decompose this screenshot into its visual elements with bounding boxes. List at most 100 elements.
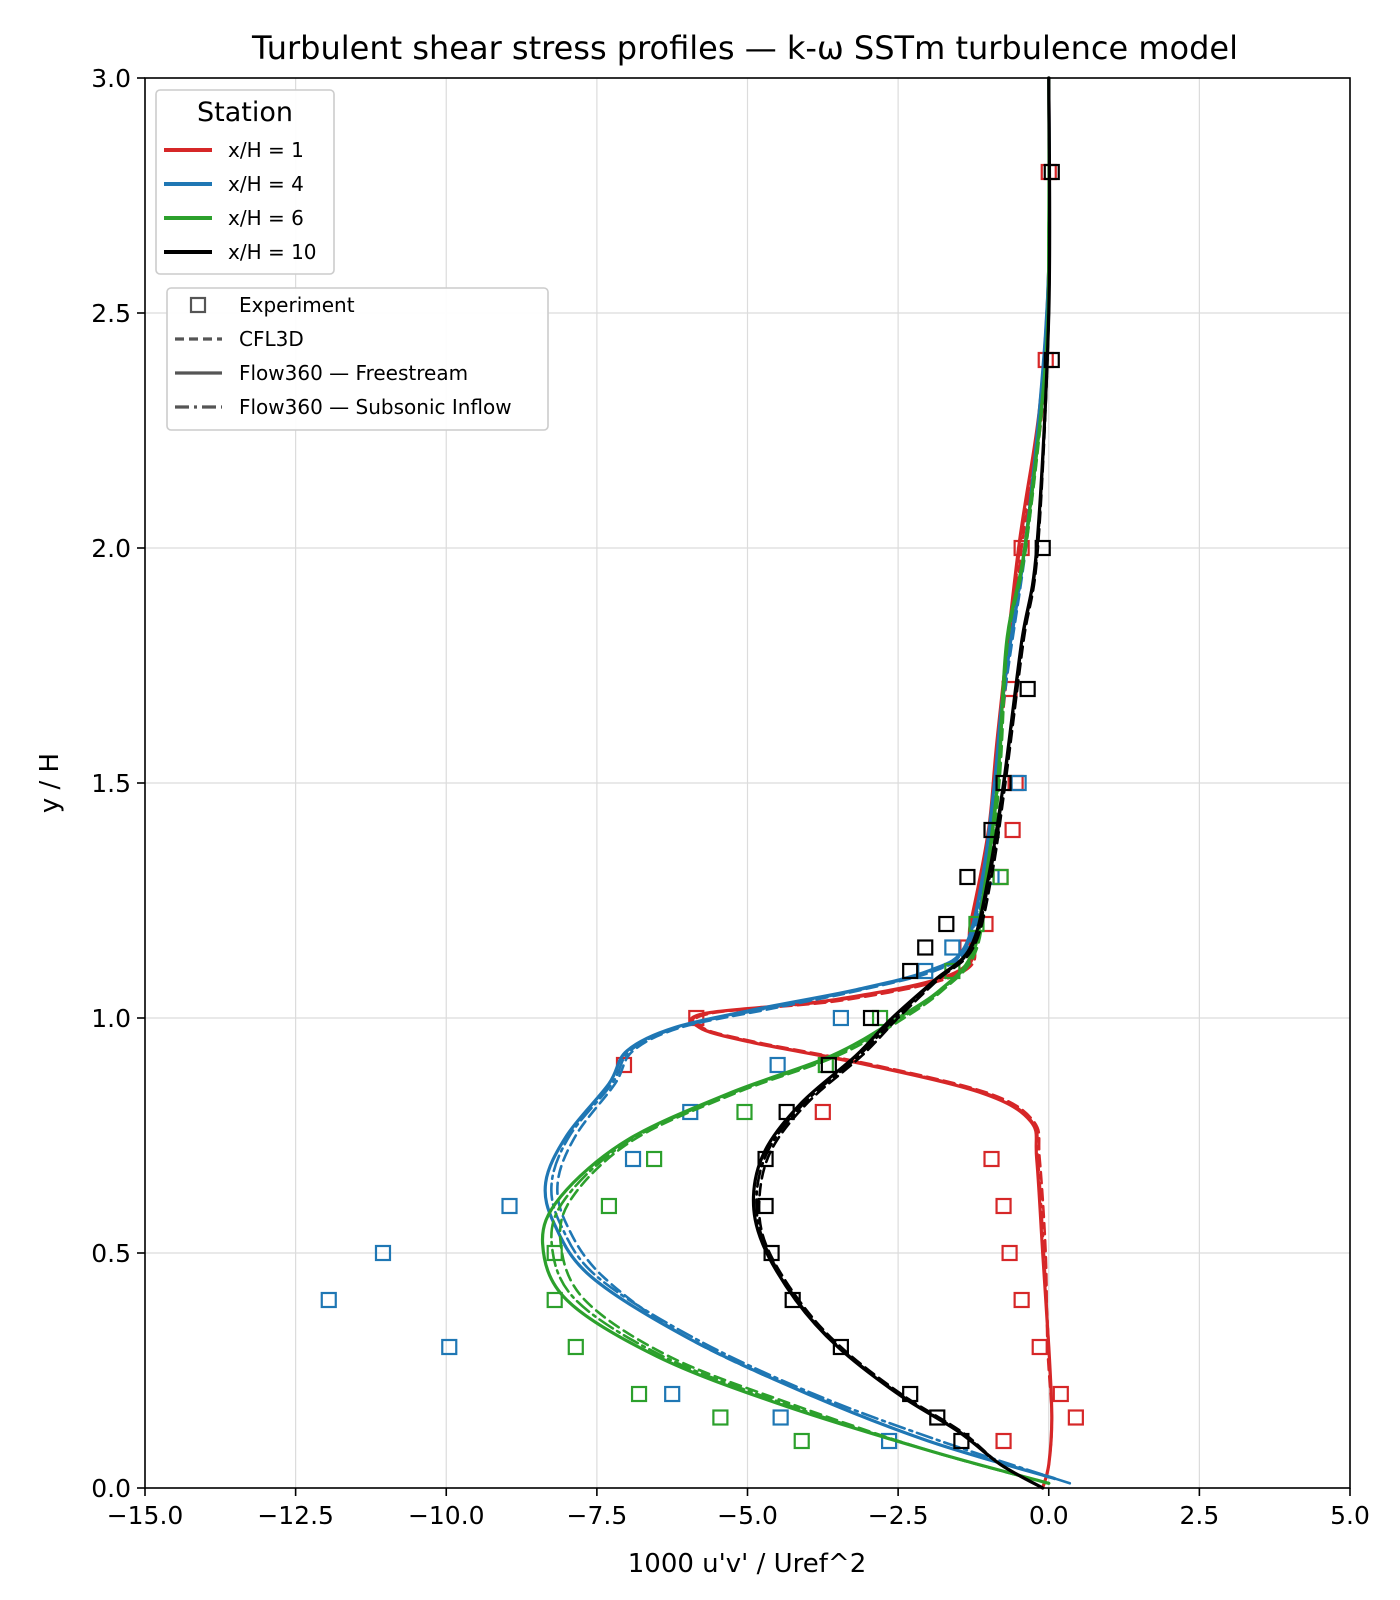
experiment-marker [944,939,961,956]
experiment-marker [992,868,1009,886]
station-legend-label: x/H = 6 [228,206,304,230]
source-legend-label: Flow360 — Freestream [239,361,468,385]
x-tick-label: −15.0 [107,1501,184,1530]
experiment-marker [814,1103,831,1121]
experiment-marker [917,939,934,956]
x-tick-label: −5.0 [717,1501,778,1530]
experiment-marker [546,1291,563,1309]
experiment-marker [983,1150,1000,1168]
source-legend-marker [189,296,207,314]
experiment-marker [820,1056,837,1074]
x-tick-label: 0.0 [1029,1501,1069,1530]
x-tick-label: −12.5 [257,1501,334,1530]
experiment-marker [688,1009,705,1027]
experiment-marker [862,1009,880,1027]
series-layer [320,76,1084,1490]
x-axis-ticks: −15.0 −12.5 −10.0 −7.5 −5.0 −2.5 0.0 2.5 5.0 [107,1488,1370,1530]
freestream-line [689,76,1054,1490]
experiment-marker [546,1244,563,1262]
subsonic-line [550,76,1051,1485]
experiment-marker [983,821,1000,839]
experiment-marker [1034,539,1051,557]
experiment-marker [784,1291,801,1309]
experiment-marker [600,1197,618,1215]
grid-lines [144,77,1351,1489]
experiment-marker [995,1197,1012,1215]
station-legend-entries: x/H = 1 x/H = 4 x/H = 6 x/H = 10 [164,138,317,264]
experiment-marker [959,868,976,886]
experiment-marker [320,1291,337,1309]
x-tick-label: 5.0 [1330,1501,1370,1530]
experiment-marker [1052,1385,1069,1403]
x-tick-label: −7.5 [567,1501,628,1530]
experiment-marker [441,1338,458,1356]
experiment-marker [630,1385,648,1403]
station-legend: Station x/H = 1 x/H = 4 x/H = 6 x/H = 10 [155,89,335,275]
experiment-marker [757,1150,774,1168]
station-legend-box [155,89,335,275]
experiment-marker [757,1197,774,1215]
source-legend-label: Experiment [239,293,355,317]
y-tick-label: 0.5 [91,1239,131,1268]
cfl3d-line [558,76,1051,1485]
experiment-marker [769,1056,786,1074]
experiment-marker [1013,539,1030,557]
experiment-marker [902,962,919,980]
experiment-marker [1019,680,1036,698]
freestream-line [543,76,1057,1481]
experiment-marker [736,1103,753,1121]
y-axis-label: y / H [35,753,65,813]
experiment-marker [1004,821,1021,839]
series-3 [540,76,1051,1485]
experiment-marker [664,1385,681,1403]
station-legend-label: x/H = 1 [228,138,304,162]
experiment-marker [902,1385,919,1403]
experiment-marker [624,1150,642,1168]
experiment-marker [567,1338,584,1356]
experiment-marker [832,1338,849,1356]
experiment-marker [778,1103,795,1121]
y-tick-label: 2.5 [91,299,131,328]
series-4 [751,76,1060,1490]
experiment-marker [374,1244,392,1262]
experiment-marker [712,1409,729,1426]
experiment-marker [1001,1244,1018,1262]
y-axis-ticks: 0.0 0.5 1.0 1.5 2.0 2.5 3.0 [91,64,145,1503]
experiment-marker [1043,351,1060,369]
chart-title: Turbulent shear stress profiles — k-ω SS… [251,29,1238,67]
experiment-marker [938,915,955,933]
y-tick-label: 1.5 [91,769,131,798]
x-tick-label: −10.0 [408,1501,485,1530]
experiment-marker [871,1009,889,1027]
source-legend-label: Flow360 — Subsonic Inflow [239,395,512,419]
experiment-marker [995,1432,1012,1450]
experiment-marker [953,1432,970,1450]
y-tick-label: 1.0 [91,1004,131,1033]
station-legend-title: Station [197,97,293,128]
cfl3d-line [693,76,1054,1490]
experiment-marker [992,868,1009,886]
experiment-marker [995,774,1012,792]
x-tick-label: 2.5 [1179,1501,1219,1530]
experiment-marker [772,1409,789,1426]
experiment-marker [1043,163,1060,181]
station-legend-label: x/H = 10 [228,240,317,264]
experiment-marker [1031,1338,1048,1356]
source-legend-box [166,287,549,431]
source-legend-entries: Experiment CFL3D Flow360 — Freestream Flow3… [175,293,512,419]
y-tick-label: 3.0 [91,64,131,93]
x-tick-label: −2.5 [868,1501,929,1530]
experiment-marker [763,1244,780,1262]
source-legend-label: CFL3D [239,327,304,351]
station-legend-label: x/H = 4 [228,172,304,196]
cfl3d-line [556,76,1057,1480]
experiment-marker [501,1197,518,1215]
experiment-marker [1013,1291,1030,1309]
y-tick-label: 2.0 [91,534,131,563]
x-axis-label: 1000 u'v' / Uref^2 [628,1549,867,1579]
freestream-line [540,76,1051,1485]
experiment-marker [832,1009,849,1027]
experiment-marker [1067,1409,1084,1426]
y-tick-label: 0.0 [91,1474,131,1503]
